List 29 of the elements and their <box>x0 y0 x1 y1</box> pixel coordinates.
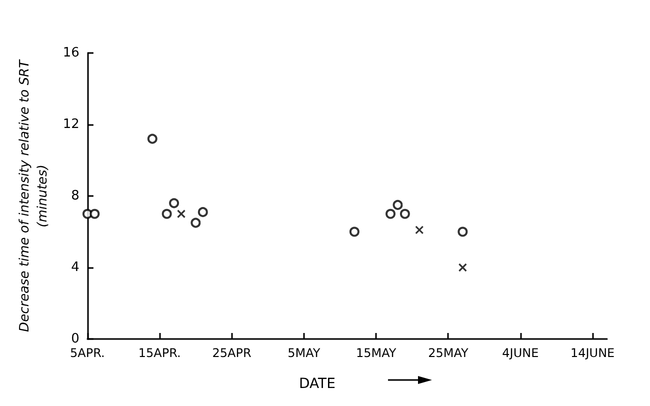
x-tick-label: 5APR. <box>70 346 105 360</box>
y-tick-label: 4 <box>71 260 80 275</box>
point <box>386 208 396 219</box>
y-tick-label: 16 <box>62 46 80 60</box>
point <box>147 134 158 144</box>
point <box>90 208 100 219</box>
x-axis-title: DATE <box>299 376 336 392</box>
y-tick-label: 8 <box>71 188 80 204</box>
y-tick-label: 0 <box>71 332 80 346</box>
x-tick-label: 4JUNE <box>502 346 539 360</box>
point <box>392 200 403 210</box>
point <box>198 207 208 218</box>
point <box>169 198 180 208</box>
point <box>176 210 186 218</box>
x-tick-label: 5MAY <box>288 346 321 360</box>
point <box>458 226 468 237</box>
point <box>415 226 424 234</box>
point <box>458 263 467 272</box>
point <box>400 208 410 219</box>
x-tick-label: 15APR. <box>138 346 181 360</box>
x-tick-label: 15MAY <box>356 346 397 360</box>
x-tick-label: 14JUNE <box>570 346 615 360</box>
y-axis-title: Decrease time of intensity relative to SRT (minutes) <box>18 58 50 332</box>
x-tick-label: 25MAY <box>428 346 470 360</box>
point <box>190 218 201 228</box>
point <box>162 208 172 219</box>
x-tick-label: 25APR <box>212 346 252 360</box>
y-tick-label: 12 <box>62 117 80 132</box>
point <box>349 226 360 237</box>
